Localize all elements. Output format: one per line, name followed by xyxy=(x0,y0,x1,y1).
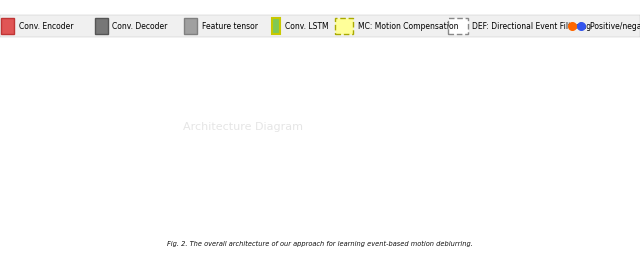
Text: Positive/negative events: Positive/negative events xyxy=(590,22,640,30)
Text: Conv. Encoder: Conv. Encoder xyxy=(19,22,73,30)
Bar xyxy=(1,18,14,34)
Bar xyxy=(335,18,353,34)
Bar xyxy=(0,15,640,37)
Bar xyxy=(0,3,640,230)
Text: MC: Motion Compensation: MC: Motion Compensation xyxy=(358,22,458,30)
Text: DEF: Directional Event Filtering: DEF: Directional Event Filtering xyxy=(472,22,591,30)
Text: Conv. LSTM: Conv. LSTM xyxy=(285,22,328,30)
Bar xyxy=(272,18,280,34)
Text: Fig. 2. The overall architecture of our approach for learning event-based motion: Fig. 2. The overall architecture of our … xyxy=(167,241,473,247)
Bar xyxy=(95,18,108,34)
Text: Architecture Diagram: Architecture Diagram xyxy=(183,122,303,132)
Bar xyxy=(448,18,468,34)
Text: Conv. Decoder: Conv. Decoder xyxy=(112,22,168,30)
Bar xyxy=(184,18,197,34)
Text: Feature tensor: Feature tensor xyxy=(202,22,258,30)
